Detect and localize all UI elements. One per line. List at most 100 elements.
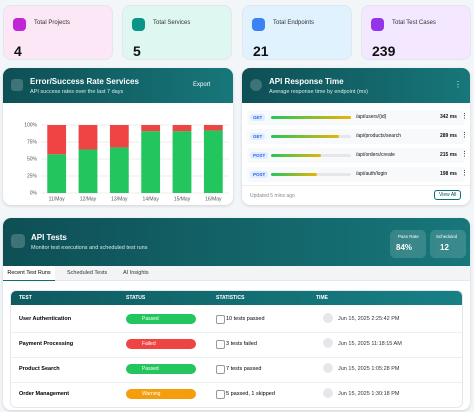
response-time: 342 ms: [440, 114, 457, 120]
bar-segment: [141, 125, 161, 132]
updated-text: Updated 5 mins ago: [250, 193, 295, 199]
response-bar: [271, 173, 318, 176]
view-all-button[interactable]: View All: [434, 190, 462, 200]
test-name: Product Search: [19, 366, 60, 372]
bar-segment: [78, 125, 98, 150]
panel-header: Error/Success Rate Services API success …: [3, 68, 233, 103]
test-name: User Authentication: [19, 316, 72, 322]
icon: [371, 18, 384, 31]
time: Jun 15, 2025 2:25:42 PM: [338, 316, 400, 322]
row-bg: [247, 167, 465, 182]
stat-label: Total Test Cases: [392, 20, 436, 26]
bar-segment: [141, 131, 161, 193]
divider: [242, 185, 470, 186]
row-divider: [11, 332, 462, 333]
stat-card: Total Endpoints 21: [242, 5, 352, 60]
y-tick-label: 0%: [30, 190, 38, 196]
row-bg: [247, 129, 465, 144]
clock-icon: [323, 363, 333, 373]
stat-value: 4: [14, 43, 22, 59]
panel-subtitle: API success rates over the last 7 days: [30, 89, 124, 95]
endpoint-path: /api/orders/create: [356, 152, 395, 158]
column-header: TIME: [316, 295, 328, 301]
x-tick-label: 16/May: [205, 196, 222, 202]
export-button[interactable]: Export: [193, 82, 211, 88]
bar-segment: [203, 125, 223, 131]
stat-value: 5: [133, 43, 141, 59]
response-time: 198 ms: [440, 171, 457, 177]
tests-panel: API Tests Monitor test executions and sc…: [3, 218, 470, 410]
x-tick-label: 13/May: [111, 196, 128, 202]
response-panel: API Response Time Average response time …: [242, 68, 470, 205]
response-time: 289 ms: [440, 133, 457, 139]
endpoint-path: /api/users/{id}: [356, 114, 387, 120]
time: Jun 15, 2025 1:30:18 PM: [338, 391, 400, 397]
icon: [11, 234, 25, 248]
method-badge: GET: [250, 114, 266, 121]
pass-rate-value: 84%: [396, 243, 413, 252]
tab-bar: Recent Test Runs Scheduled Tests AI Insi…: [3, 266, 470, 281]
table: TEST STATUS STATISTICS TIME User Authenticat…: [10, 290, 463, 408]
scheduled-box: Scheduled 12: [430, 230, 466, 258]
panel-subtitle: Monitor test executions and scheduled te…: [31, 245, 148, 251]
menu-button: ⋮: [461, 113, 468, 120]
row-divider: [11, 382, 462, 383]
y-tick-label: 100%: [24, 122, 37, 128]
pass-rate-label: Pass Rate: [398, 234, 419, 239]
bar-segment: [172, 125, 192, 132]
panel-header: API Response Time Average response time …: [242, 68, 470, 103]
statistics: 10 tests passed: [226, 316, 265, 322]
response-bar: [271, 135, 339, 138]
bar-segment: [109, 125, 129, 148]
panel-title: API Response Time: [269, 77, 344, 86]
menu-button: ⋮: [461, 132, 468, 139]
icon: [250, 79, 262, 91]
method-badge: GET: [250, 133, 266, 140]
error-panel: Error/Success Rate Services API success …: [3, 68, 233, 205]
stat-value: 21: [253, 43, 269, 59]
statistics: 7 tests passed: [226, 366, 262, 372]
panel-subtitle: Average response time by endpoint (ms): [269, 89, 368, 95]
response-bar: [271, 116, 351, 119]
bar-segment: [172, 131, 192, 193]
menu-button[interactable]: ⋮: [454, 80, 462, 89]
response-time: 215 ms: [440, 152, 457, 158]
y-tick-label: 75%: [27, 139, 38, 145]
scheduled-label: Scheduled: [436, 234, 458, 239]
icon: [132, 18, 145, 31]
stat-label: Total Endpoints: [273, 20, 315, 26]
statistics: 3 tests failed: [226, 341, 257, 347]
y-tick-label: 25%: [27, 173, 38, 179]
tab[interactable]: Scheduled Tests: [67, 270, 108, 276]
clock-icon: [323, 313, 333, 323]
row-bg: [247, 110, 465, 125]
test-name: Order Management: [19, 391, 70, 397]
chart: 0% 25% 50% 75% 100% 11/May 12/May 13/May 14/May 1…: [24, 122, 229, 202]
pass-rate-box: Pass Rate 84%: [390, 230, 426, 258]
table-header: [11, 291, 462, 305]
panel-title: Error/Success Rate Services: [30, 77, 139, 86]
column-header: TEST: [19, 295, 32, 301]
bar-segment: [203, 130, 223, 193]
time: Jun 15, 2025 11:18:15 AM: [338, 341, 402, 347]
icon: [252, 18, 265, 31]
x-tick-label: 15/May: [174, 196, 191, 202]
bar-segment: [47, 154, 67, 193]
status-pill: Warning: [126, 389, 196, 399]
method-badge: POST: [250, 171, 269, 178]
x-tick-label: 12/May: [80, 196, 97, 202]
stat-card: Total Projects 4: [3, 5, 113, 60]
row-bg: [247, 148, 465, 163]
bar-segment: [109, 147, 129, 193]
tab[interactable]: AI Insights: [123, 270, 149, 276]
stats-icon: [216, 365, 225, 374]
clock-icon: [323, 388, 333, 398]
x-tick-label: 14/May: [142, 196, 159, 202]
endpoint-path: /api/auth/login: [356, 171, 388, 177]
stats-icon: [216, 315, 225, 324]
row-divider: [11, 357, 462, 358]
endpoint-path: /api/products/search: [356, 133, 402, 139]
tab[interactable]: Recent Test Runs: [3, 266, 55, 281]
bar-segment: [47, 125, 67, 155]
